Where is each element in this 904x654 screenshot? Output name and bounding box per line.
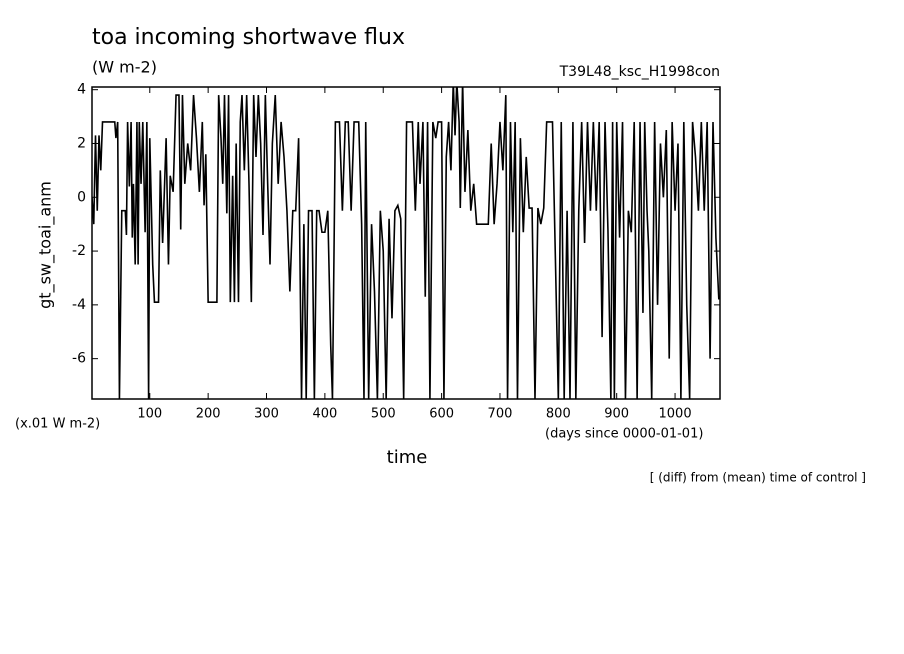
x-tick-label: 900 [604,407,629,422]
x-unit-note: (days since 0000-01-01) [545,427,703,442]
y-tick-label: -2 [72,243,86,259]
y-axis-label: gt_sw_toai_anm [36,181,56,309]
y-tick-label: 2 [77,135,86,151]
x-tick-label: 100 [137,407,162,422]
x-tick-label: 200 [196,407,221,422]
data-line [92,87,720,399]
y-tick-label: -6 [72,351,86,367]
x-tick-label: 500 [371,407,396,422]
y-tick-label: 0 [77,189,86,205]
x-tick-label: 700 [488,407,513,422]
run-label: T39L48_ksc_H1998con [559,64,720,80]
chart-title: toa incoming shortwave flux [92,25,405,50]
x-tick-label: 300 [254,407,279,422]
x-tick-label: 400 [312,407,337,422]
x-axis-label: time [387,447,428,468]
chart-subtitle: (W m-2) [92,58,157,77]
x-tick-label: 600 [429,407,454,422]
plot-frame [91,86,721,400]
x-tick-label: 800 [546,407,571,422]
y-tick-label: -4 [72,297,86,313]
y-tick-label: 4 [77,82,86,98]
x-tick-label: 1000 [659,407,692,422]
y-unit-note: (x.01 W m-2) [15,417,100,432]
footnote: [ (diff) from (mean) time of control ] [650,471,866,485]
